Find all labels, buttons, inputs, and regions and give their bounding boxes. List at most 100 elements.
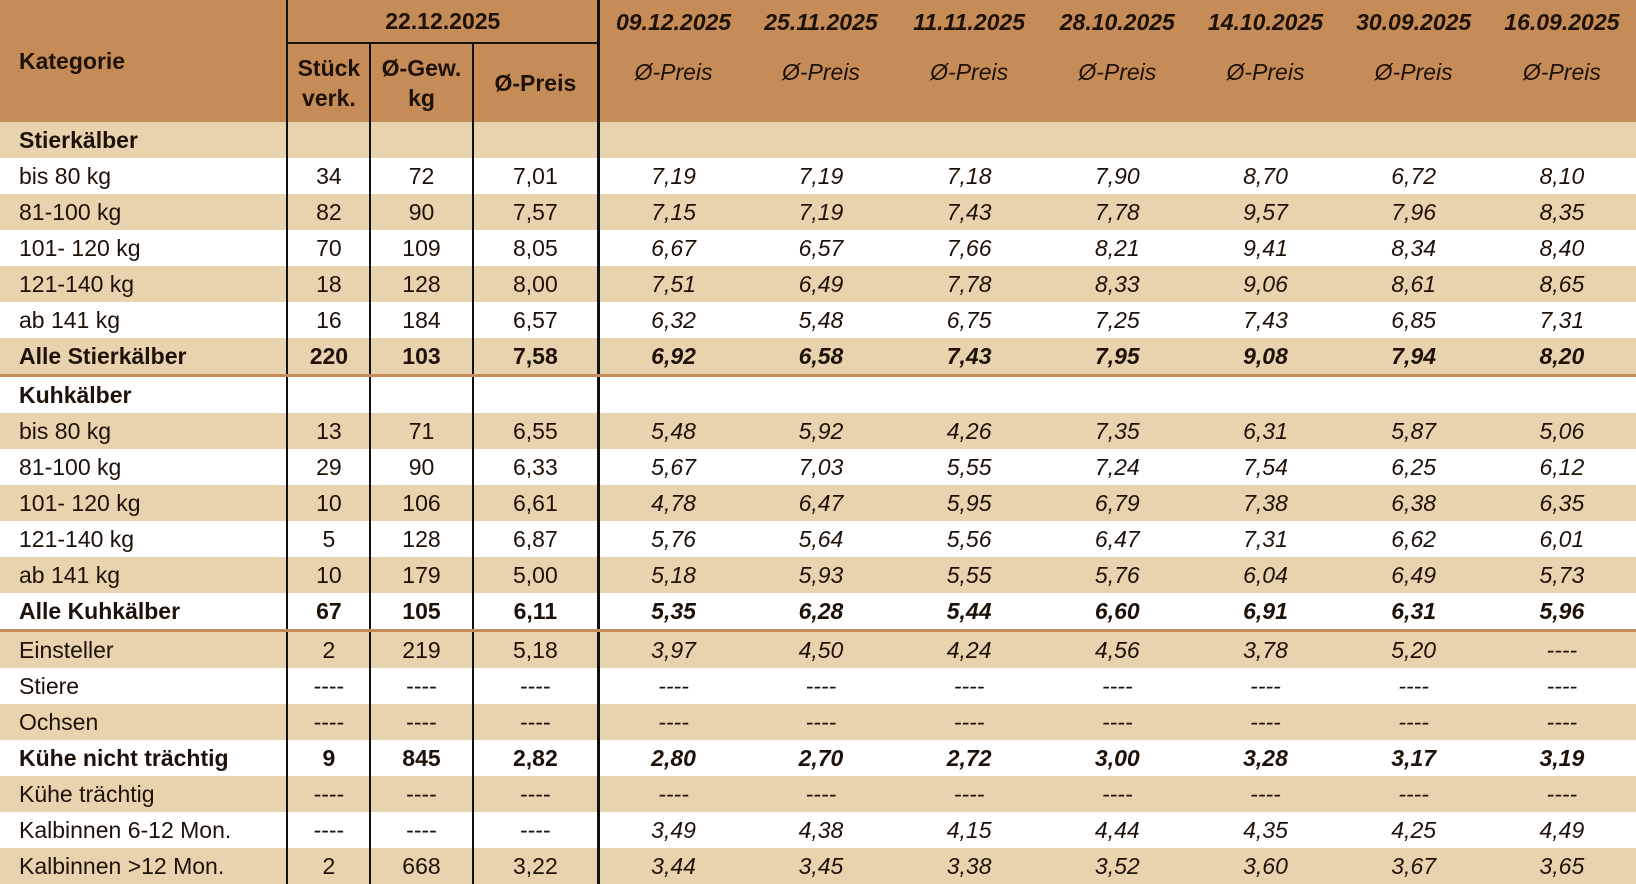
row: 121-140 kg 5 128 6,87 5,76 5,64 5,56 6,47 7,31 6,… (0, 521, 1636, 557)
value-cell: 6,49 (1339, 557, 1488, 593)
category-label: Ochsen (0, 704, 289, 740)
value-cell: 2,80 (598, 740, 747, 776)
value-cell: ---- (746, 776, 896, 812)
value-cell: 7,58 (472, 338, 601, 377)
date-header: 25.11.2025 (746, 0, 896, 43)
value-cell: 6,31 (1339, 593, 1488, 632)
empty-cell (1339, 122, 1488, 158)
column-header: Ø-Preis (746, 43, 896, 122)
value-cell: 8,34 (1339, 230, 1488, 266)
value-cell: 8,65 (1487, 266, 1636, 302)
value-cell: ---- (370, 812, 474, 848)
value-cell: 4,56 (1043, 630, 1192, 668)
row: Stiere ---- ---- ---- ---- ---- ---- ---- ---- --… (0, 668, 1636, 704)
column-header: Stück verk. (287, 43, 372, 122)
category-label: ab 141 kg (0, 557, 289, 593)
value-cell: 6,01 (1487, 521, 1636, 557)
value-cell: ---- (1339, 704, 1488, 740)
row: bis 80 kg 34 72 7,01 7,19 7,19 7,18 7,90 8,70 6,7… (0, 158, 1636, 194)
empty-cell (1487, 122, 1636, 158)
value-cell: 6,60 (1043, 593, 1192, 632)
header-row: Kategorie 22.12.2025 09.12.2025 25.11.202… (0, 0, 1636, 122)
value-cell: 5,48 (746, 302, 896, 338)
value-cell: 7,78 (895, 266, 1044, 302)
value-cell: ---- (598, 704, 747, 740)
value-cell: ---- (895, 668, 1044, 704)
value-cell: ---- (287, 668, 372, 704)
value-cell: 3,49 (598, 812, 747, 848)
value-cell: 8,35 (1487, 194, 1636, 230)
value-cell: 5,18 (598, 557, 747, 593)
value-cell: 6,57 (746, 230, 896, 266)
value-cell: ---- (895, 704, 1044, 740)
empty-cell (472, 122, 601, 158)
total-row: Alle Stierkälber 220 103 7,58 6,92 6,58 7,43 7,… (0, 338, 1636, 377)
value-cell: ---- (1043, 704, 1192, 740)
value-cell: 4,38 (746, 812, 896, 848)
value-cell: 5,48 (598, 413, 747, 449)
value-cell: 6,92 (598, 338, 747, 377)
value-cell: 6,61 (472, 485, 601, 521)
row: 121-140 kg 18 128 8,00 7,51 6,49 7,78 8,33 9,06 8… (0, 266, 1636, 302)
value-cell: 7,51 (598, 266, 747, 302)
empty-cell (287, 375, 372, 413)
value-cell: 7,35 (1043, 413, 1192, 449)
row: ab 141 kg 10 179 5,00 5,18 5,93 5,55 5,76 6,04 6,… (0, 557, 1636, 593)
value-cell: 8,20 (1487, 338, 1636, 377)
value-cell: 3,78 (1191, 630, 1340, 668)
value-cell: 6,55 (472, 413, 601, 449)
value-cell: 29 (287, 449, 372, 485)
category-label: Stierkälber (0, 122, 289, 158)
empty-cell (746, 122, 896, 158)
value-cell: 3,65 (1487, 848, 1636, 884)
value-cell: ---- (1487, 668, 1636, 704)
value-cell: 9,08 (1191, 338, 1340, 377)
value-cell: 6,87 (472, 521, 601, 557)
value-cell: ---- (287, 812, 372, 848)
column-header: Ø-Preis (895, 43, 1044, 122)
value-cell: 3,60 (1191, 848, 1340, 884)
value-cell: 34 (287, 158, 372, 194)
value-cell: 3,17 (1339, 740, 1488, 776)
value-cell: 5,76 (598, 521, 747, 557)
value-cell: 4,15 (895, 812, 1044, 848)
value-cell: 5,20 (1339, 630, 1488, 668)
value-cell: 7,43 (1191, 302, 1340, 338)
value-cell: 7,43 (895, 338, 1044, 377)
column-header: Ø-Preis (472, 43, 601, 122)
value-cell: 8,10 (1487, 158, 1636, 194)
value-cell: 6,57 (472, 302, 601, 338)
value-cell: 219 (370, 630, 474, 668)
row: Kühe trächtig ---- ---- ---- ---- ---- ---- ---… (0, 776, 1636, 812)
value-cell: 5,67 (598, 449, 747, 485)
category-label: Kühe nicht trächtig (0, 740, 289, 776)
value-cell: 9,06 (1191, 266, 1340, 302)
value-cell: 5,44 (895, 593, 1044, 632)
value-cell: 7,54 (1191, 449, 1340, 485)
value-cell: 128 (370, 521, 474, 557)
table-header: Kategorie 22.12.2025 09.12.2025 25.11.202… (0, 0, 1636, 122)
value-cell: 4,26 (895, 413, 1044, 449)
value-cell: 6,35 (1487, 485, 1636, 521)
value-cell: 109 (370, 230, 474, 266)
value-cell: 6,38 (1339, 485, 1488, 521)
row: bis 80 kg 13 71 6,55 5,48 5,92 4,26 7,35 6,31 5,8… (0, 413, 1636, 449)
value-cell: 72 (370, 158, 474, 194)
value-cell: 70 (287, 230, 372, 266)
date-header: 16.09.2025 (1487, 0, 1636, 43)
value-cell: 5,93 (746, 557, 896, 593)
value-cell: 2,82 (472, 740, 601, 776)
value-cell: 4,35 (1191, 812, 1340, 848)
value-cell: 7,57 (472, 194, 601, 230)
column-header: Ø-Preis (598, 43, 747, 122)
category-label: Stiere (0, 668, 289, 704)
value-cell: ---- (1191, 704, 1340, 740)
value-cell: ---- (1487, 630, 1636, 668)
value-cell: 5,55 (895, 557, 1044, 593)
value-cell: 668 (370, 848, 474, 884)
empty-cell (472, 375, 601, 413)
category-label: Kuhkälber (0, 375, 289, 413)
empty-cell (370, 122, 474, 158)
category-label: Alle Stierkälber (0, 338, 289, 377)
